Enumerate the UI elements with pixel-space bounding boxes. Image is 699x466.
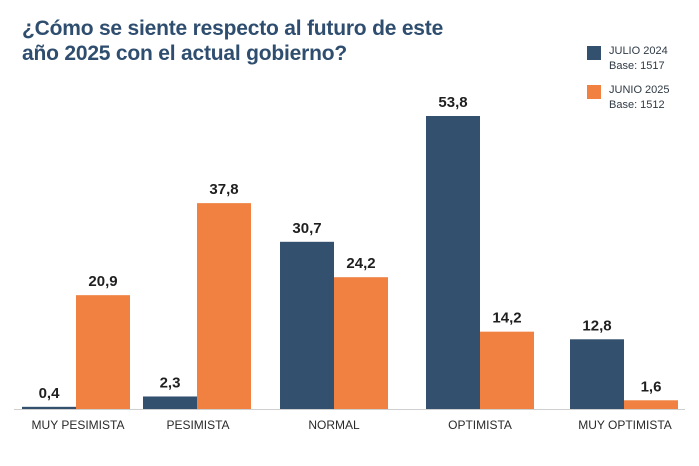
- bar-julio-2024-normal: [280, 241, 334, 409]
- value-label-junio-2025-pesimista: 37,8: [209, 181, 238, 198]
- value-label-julio-2024-muy-optimista: 12,8: [582, 317, 611, 334]
- category-label-muy-optimista: MUY OPTIMISTA: [578, 418, 672, 432]
- bar-junio-2025-muy-pesimista: [76, 295, 130, 409]
- value-label-junio-2025-normal: 24,2: [346, 255, 375, 272]
- value-label-junio-2025-muy-pesimista: 20,9: [88, 273, 117, 290]
- value-label-julio-2024-optimista: 53,8: [438, 94, 467, 111]
- bar-junio-2025-pesimista: [197, 203, 251, 409]
- legend-swatch-junio-2025: [587, 85, 601, 99]
- legend-label-julio-2024: JULIO 2024: [609, 45, 668, 57]
- value-label-junio-2025-muy-optimista: 1,6: [641, 378, 662, 395]
- bar-julio-2024-muy-optimista: [570, 339, 624, 409]
- chart-title: ¿Cómo se siente respecto al futuro de es…: [22, 16, 462, 66]
- chart-title-line-2: año 2025 con el actual gobierno?: [22, 42, 348, 65]
- chart-title-line-1: ¿Cómo se siente respecto al futuro de es…: [22, 17, 444, 40]
- value-label-junio-2025-optimista: 14,2: [492, 310, 521, 327]
- legend-label-junio-2025: JUNIO 2025: [609, 84, 670, 96]
- bar-junio-2025-normal: [334, 277, 388, 409]
- legend-base-julio-2024: Base: 1517: [609, 60, 665, 72]
- category-label-normal: NORMAL: [308, 418, 360, 432]
- category-label-pesimista: PESIMISTA: [166, 418, 229, 432]
- bar-julio-2024-muy-pesimista: [22, 406, 76, 409]
- value-label-julio-2024-pesimista: 2,3: [160, 374, 181, 391]
- bar-julio-2024-optimista: [426, 116, 480, 409]
- legend-swatch-julio-2024: [587, 46, 601, 60]
- category-label-optimista: OPTIMISTA: [448, 418, 512, 432]
- bar-junio-2025-muy-optimista: [624, 400, 678, 409]
- bar-julio-2024-pesimista: [143, 396, 197, 409]
- value-label-julio-2024-muy-pesimista: 0,4: [39, 385, 61, 402]
- category-label-muy-pesimista: MUY PESIMISTA: [32, 418, 125, 432]
- bar-junio-2025-optimista: [480, 331, 534, 409]
- legend-base-junio-2025: Base: 1512: [609, 99, 665, 111]
- value-label-julio-2024-normal: 30,7: [292, 220, 321, 237]
